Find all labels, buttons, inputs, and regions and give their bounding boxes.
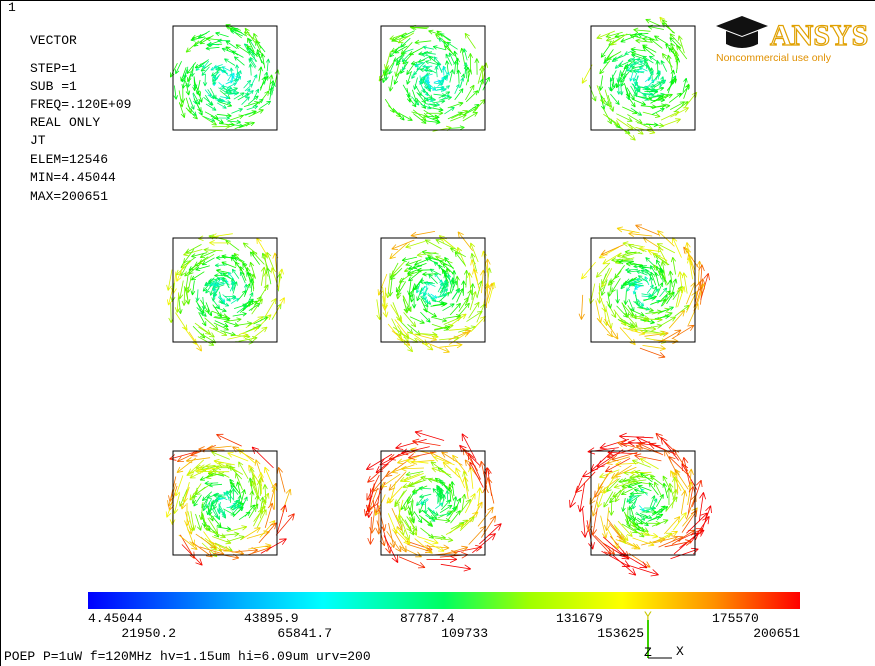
info-line: STEP=1 [30, 61, 77, 76]
legend-label: 21950.2 [121, 626, 176, 641]
legend-label: 65841.7 [277, 626, 332, 641]
legend-label: 109733 [441, 626, 488, 641]
info-line: ELEM=12546 [30, 152, 108, 167]
triad-z: Z [644, 645, 652, 660]
logo-text: ANSYS [770, 19, 868, 52]
footer-text: POEP P=1uW f=120MHz hv=1.15um hi=6.09um … [4, 649, 371, 664]
color-bar [88, 592, 800, 609]
legend-label: 87787.4 [400, 611, 455, 626]
legend-label: 4.45044 [88, 611, 143, 626]
ansys-graphics-window: 1 VECTOR STEP=1 SUB =1 FREQ=.120E+09 REAL ON… [0, 0, 875, 666]
window-number: 1 [8, 0, 16, 15]
info-line: FREQ=.120E+09 [30, 97, 131, 112]
info-line: REAL ONLY [30, 115, 100, 130]
triad-x: X [676, 644, 684, 659]
logo-note: Noncommercial use only [716, 52, 832, 64]
info-line: JT [30, 133, 46, 148]
legend-label: 131679 [556, 611, 603, 626]
info-line: MAX=200651 [30, 189, 108, 204]
info-line: MIN=4.45044 [30, 170, 116, 185]
legend-label: 43895.9 [244, 611, 299, 626]
triad-y: Y [644, 609, 652, 624]
legend-label: 200651 [753, 626, 800, 641]
info-line: SUB =1 [30, 79, 77, 94]
legend-label: 175570 [712, 611, 759, 626]
legend-label: 153625 [597, 626, 644, 641]
info-line: VECTOR [30, 33, 77, 48]
